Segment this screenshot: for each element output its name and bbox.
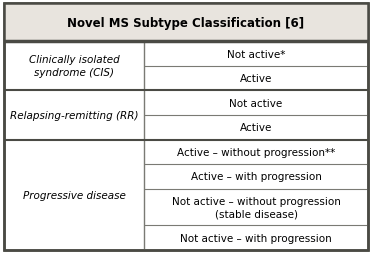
Text: Not active – without progression
(stable disease): Not active – without progression (stable…: [171, 196, 340, 218]
Text: Not active: Not active: [230, 98, 283, 108]
Text: Novel MS Subtype Classification [6]: Novel MS Subtype Classification [6]: [67, 17, 305, 29]
Text: Clinically isolated
syndrome (CIS): Clinically isolated syndrome (CIS): [29, 55, 119, 78]
Text: Active – with progression: Active – with progression: [190, 172, 321, 182]
Text: Active: Active: [240, 123, 272, 133]
Text: Relapsing-remitting (RR): Relapsing-remitting (RR): [10, 110, 138, 120]
Text: Active – without progression**: Active – without progression**: [177, 147, 335, 157]
Text: Not active*: Not active*: [227, 49, 285, 59]
Bar: [4, 4, 368, 42]
Text: Progressive disease: Progressive disease: [23, 190, 125, 200]
Text: Active: Active: [240, 74, 272, 84]
Text: Not active – with progression: Not active – with progression: [180, 233, 332, 243]
